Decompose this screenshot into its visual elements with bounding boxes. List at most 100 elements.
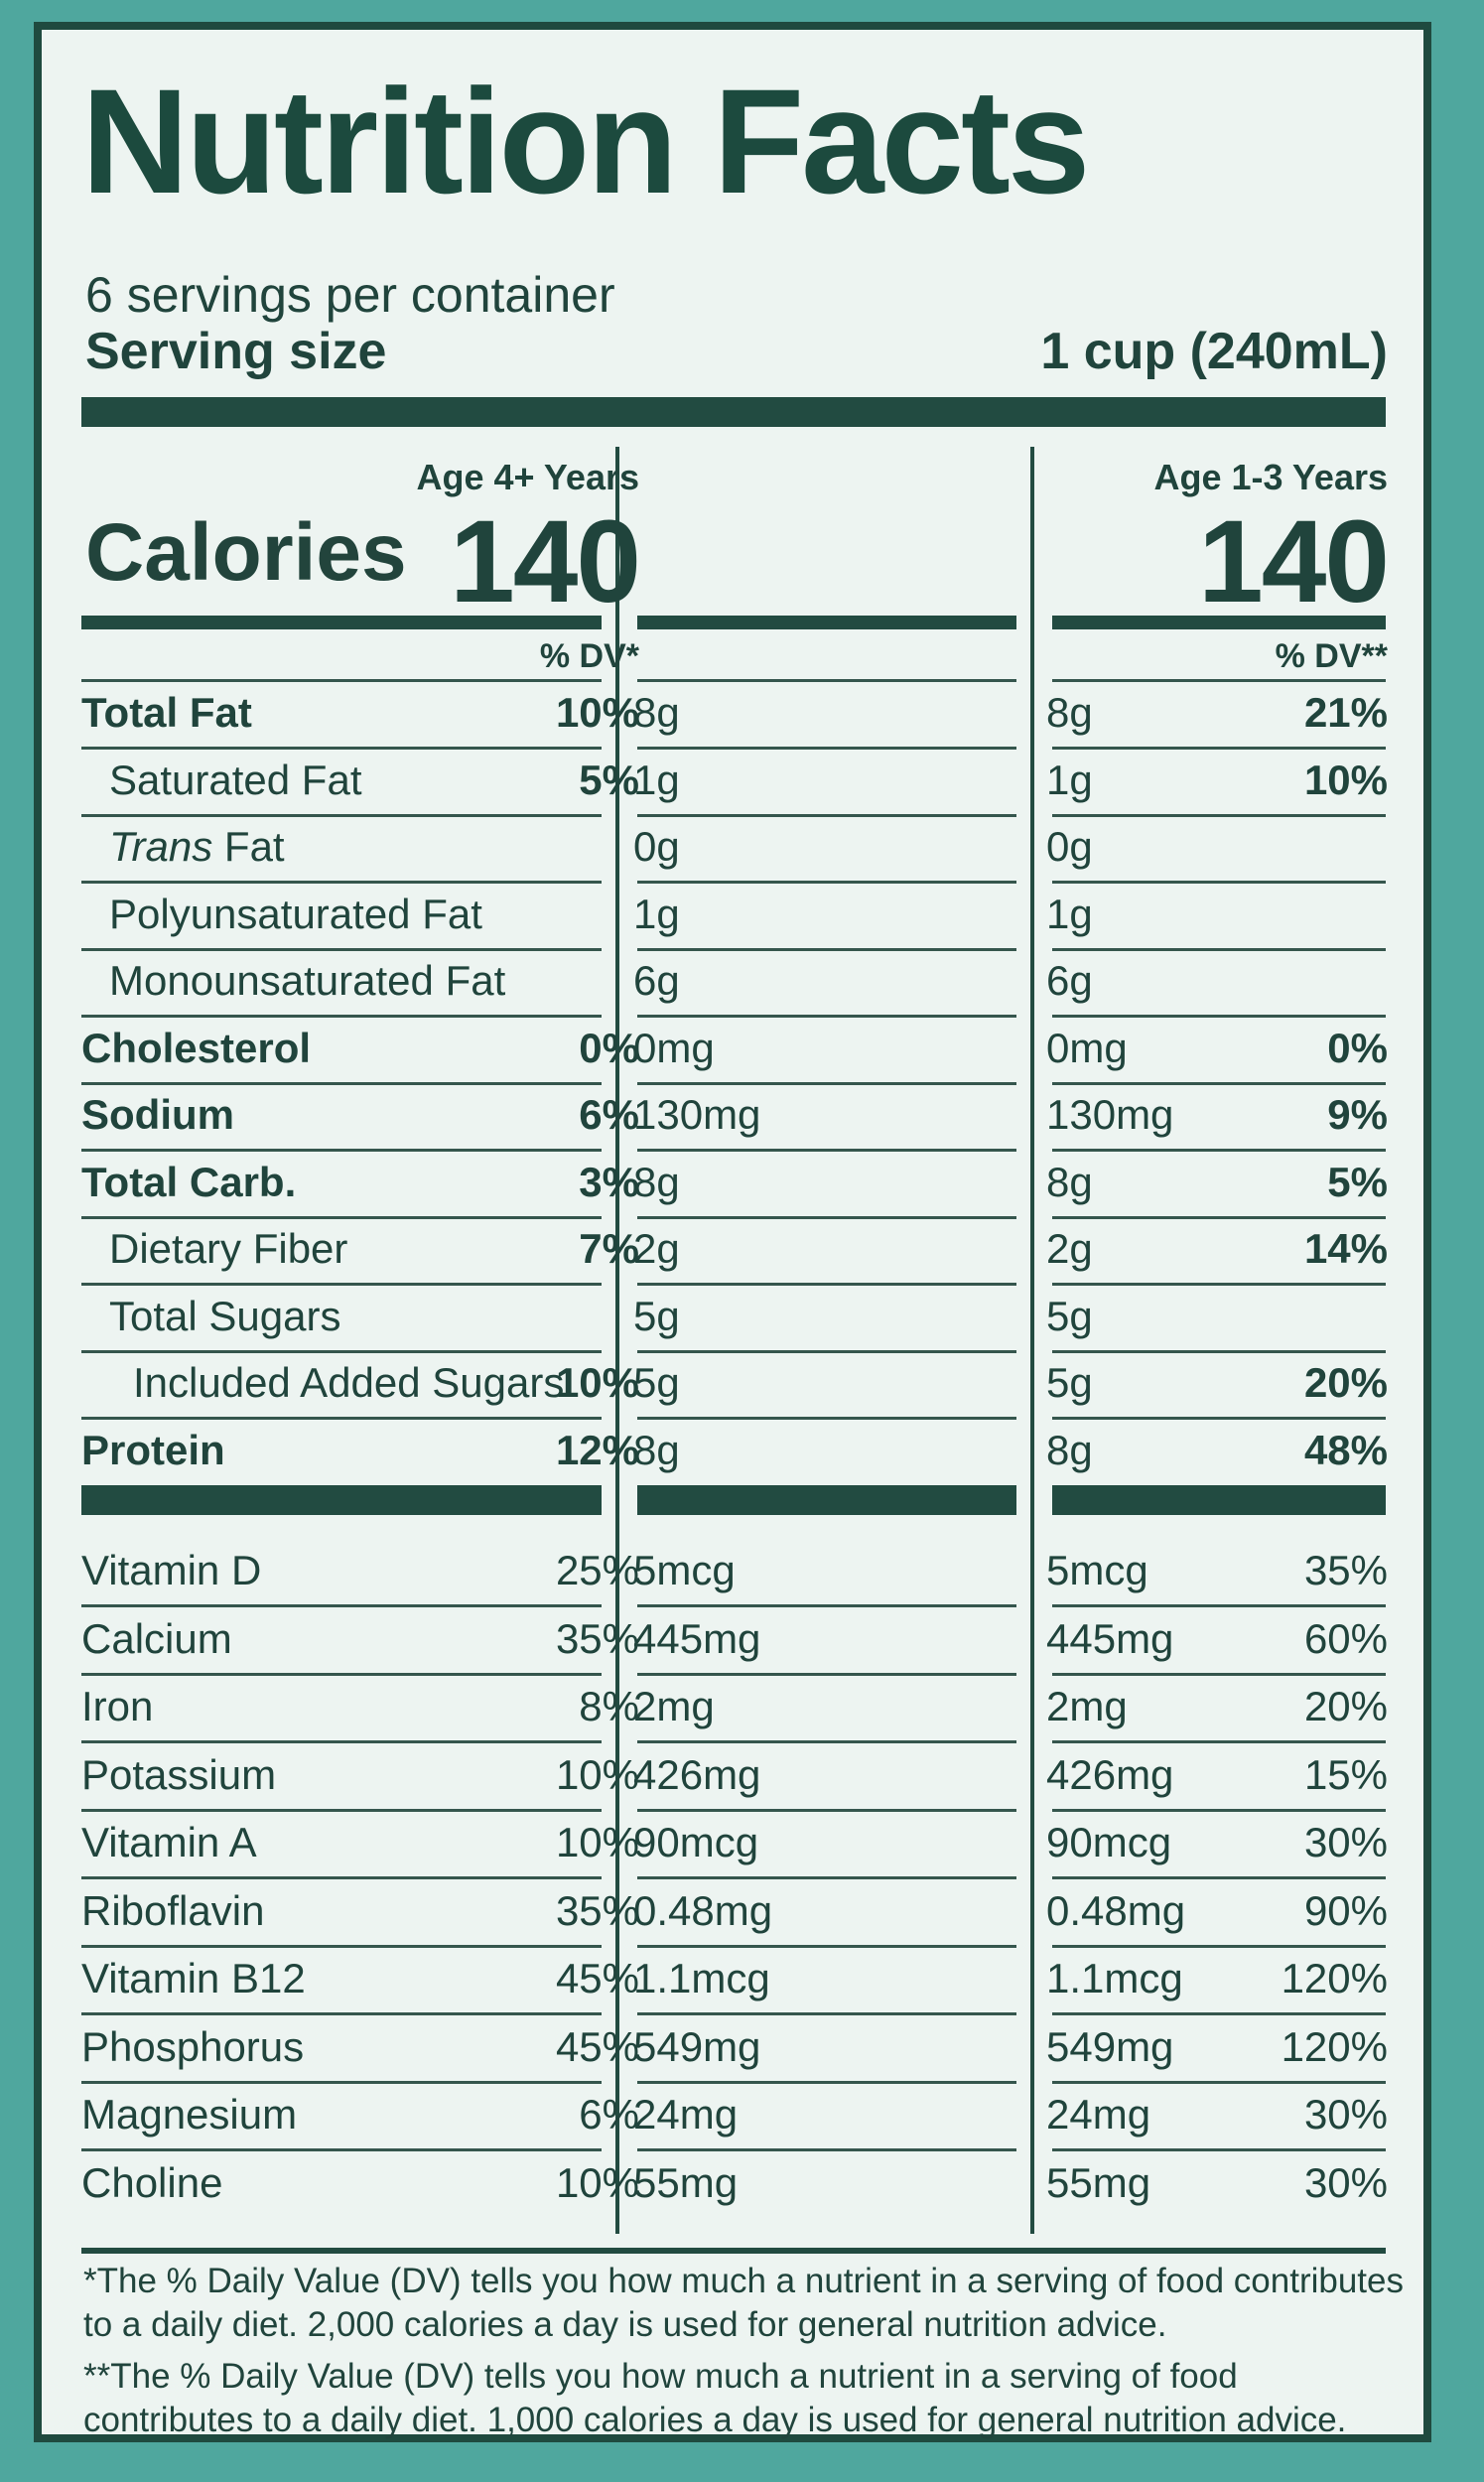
rule-nutrient-4-0 [81,1015,602,1018]
vitamin-row-9-amount-4plus: 55mg [633,2159,739,2206]
rule-vitamin-1-0 [81,1673,602,1676]
rule-nutrient-6-0 [81,1149,602,1152]
rule-vitamin-4-1 [637,1876,1016,1879]
nutrient-row-11-name: Protein [81,1427,225,1473]
rule-vitamin-0-0 [81,1604,602,1607]
rule-nutrient-1-2 [1052,814,1386,817]
rule-nutrient-0-0 [81,747,602,750]
nutrient-row-1-amount-1to3: 1g [1046,757,1093,803]
vitamin-row-1-dv-4plus: 35% [555,1615,639,1662]
vitamin-row-2-dv-1to3: 20% [1303,1683,1388,1729]
nutrient-row-3-amount-4plus: 1g [633,891,680,937]
nutrient-row-8-amount-4plus: 2g [633,1225,680,1272]
calories-label: Calories [85,507,407,598]
rule-nutrient-0-1 [637,747,1016,750]
rule-vitamin-7-1 [637,2081,1016,2084]
nutrient-row-0-amount-4plus: 8g [633,689,680,736]
nutrient-row-10-amount-4plus: 5g [633,1359,680,1406]
vitamin-row-8-amount-4plus: 24mg [633,2091,739,2137]
vitamin-row-7-dv-4plus: 45% [555,2023,639,2070]
nutrient-row-7-dv-1to3: 5% [1327,1159,1388,1205]
rule-nutrient-9-0 [81,1350,602,1353]
rule-nutrient-2-0 [81,881,602,884]
footnote-divider [81,2248,1386,2254]
vitamin-row-6-dv-4plus: 45% [555,1955,639,2001]
rule-vitamin-2-0 [81,1740,602,1743]
rule-nutrient-3-2 [1052,948,1386,951]
vitamin-row-1-name: Calcium [81,1615,232,1662]
thick-divider-vitamins-left [81,1485,602,1515]
rule-nutrient-9-2 [1052,1350,1386,1353]
dv-header-1to3: % DV** [1275,637,1388,675]
rule-vitamin-7-2 [1052,2081,1386,2084]
rule-vitamin-8-2 [1052,2148,1386,2151]
rule-nutrient-2-2 [1052,881,1386,884]
nutrient-row-4-amount-1to3: 6g [1046,957,1093,1004]
vitamin-row-2-amount-4plus: 2mg [633,1683,715,1729]
dv-header-4plus: % DV* [539,637,639,675]
nutrient-row-7-amount-4plus: 8g [633,1159,680,1205]
rule-vitamin-0-2 [1052,1604,1386,1607]
vitamin-row-9-dv-1to3: 30% [1303,2159,1388,2206]
serving-size-value: 1 cup (240mL) [1040,323,1388,380]
rule-nutrient-3-0 [81,948,602,951]
nutrient-row-11-amount-4plus: 8g [633,1427,680,1473]
rule-nutrient-7-2 [1052,1216,1386,1219]
vitamin-row-2-amount-1to3: 2mg [1046,1683,1128,1729]
nutrient-row-0-dv-1to3: 21% [1303,689,1388,736]
vitamin-row-3-amount-1to3: 426mg [1046,1751,1174,1798]
nutrient-row-11-amount-1to3: 8g [1046,1427,1093,1473]
footnote-1: *The % Daily Value (DV) tells you how mu… [83,2262,1404,2344]
nutrient-row-9-amount-4plus: 5g [633,1293,680,1339]
nutrient-row-9-name: Total Sugars [109,1293,341,1339]
vitamin-row-9-dv-4plus: 10% [555,2159,639,2206]
vitamin-row-5-amount-1to3: 0.48mg [1046,1887,1186,1934]
rule-vitamin-8-1 [637,2148,1016,2151]
vitamin-row-8-dv-1to3: 30% [1303,2091,1388,2137]
vitamin-row-7-dv-1to3: 120% [1281,2023,1388,2070]
rule-vitamin-5-2 [1052,1945,1386,1948]
vitamin-row-9-amount-1to3: 55mg [1046,2159,1151,2206]
nutrient-row-6-dv-1to3: 9% [1327,1091,1388,1138]
nutrient-row-9-amount-1to3: 5g [1046,1293,1093,1339]
rule-nutrient-6-2 [1052,1149,1386,1152]
rule-nutrient-4-1 [637,1015,1016,1018]
nutrient-row-3-name: Polyunsaturated Fat [109,891,482,937]
servings-per-container: 6 servings per container [85,267,615,323]
vitamin-row-8-name: Magnesium [81,2091,298,2137]
rule-nutrient-9-1 [637,1350,1016,1353]
thick-divider-vitamins-right [1052,1485,1386,1515]
rule-vitamin-6-0 [81,2012,602,2015]
nutrient-row-6-amount-1to3: 130mg [1046,1091,1174,1138]
vitamin-row-6-amount-4plus: 1.1mcg [633,1955,770,2001]
rule-vitamin-4-0 [81,1876,602,1879]
nutrient-row-6-amount-4plus: 130mg [633,1091,761,1138]
rule-vitamin-2-1 [637,1740,1016,1743]
rule-nutrient-1-1 [637,814,1016,817]
nutrient-row-2-amount-1to3: 0g [1046,823,1093,870]
vitamin-row-8-dv-4plus: 6% [579,2091,639,2137]
calories-rule-mid [637,616,1016,629]
vitamin-row-5-dv-4plus: 35% [555,1887,639,1934]
rule-nutrient-7-1 [637,1216,1016,1219]
vitamin-row-3-name: Potassium [81,1751,277,1798]
vitamin-row-2-dv-4plus: 8% [579,1683,639,1729]
nutrient-row-4-name: Monounsaturated Fat [109,957,506,1004]
nutrient-row-7-name: Total Carb. [81,1159,297,1205]
rule-vitamin-6-2 [1052,2012,1386,2015]
nutrient-row-1-amount-4plus: 1g [633,757,680,803]
nutrient-row-1-name: Saturated Fat [109,757,362,803]
vitamin-row-9-name: Choline [81,2159,223,2206]
rule-vitamin-8-0 [81,2148,602,2151]
rule-vitamin-6-1 [637,2012,1016,2015]
nutrient-row-5-amount-4plus: 0mg [633,1025,715,1071]
nutrient-row-8-dv-1to3: 14% [1303,1225,1388,1272]
thick-divider-top [81,397,1386,427]
rule-vitamin-0-1 [637,1604,1016,1607]
rule-nutrient-5-0 [81,1082,602,1085]
vitamin-row-1-amount-1to3: 445mg [1046,1615,1174,1662]
vitamin-row-8-amount-1to3: 24mg [1046,2091,1151,2137]
rule-top-0 [81,679,602,682]
rule-top-1 [637,679,1016,682]
nutrition-facts-panel: Nutrition Facts 6 servings per container… [34,22,1431,2442]
